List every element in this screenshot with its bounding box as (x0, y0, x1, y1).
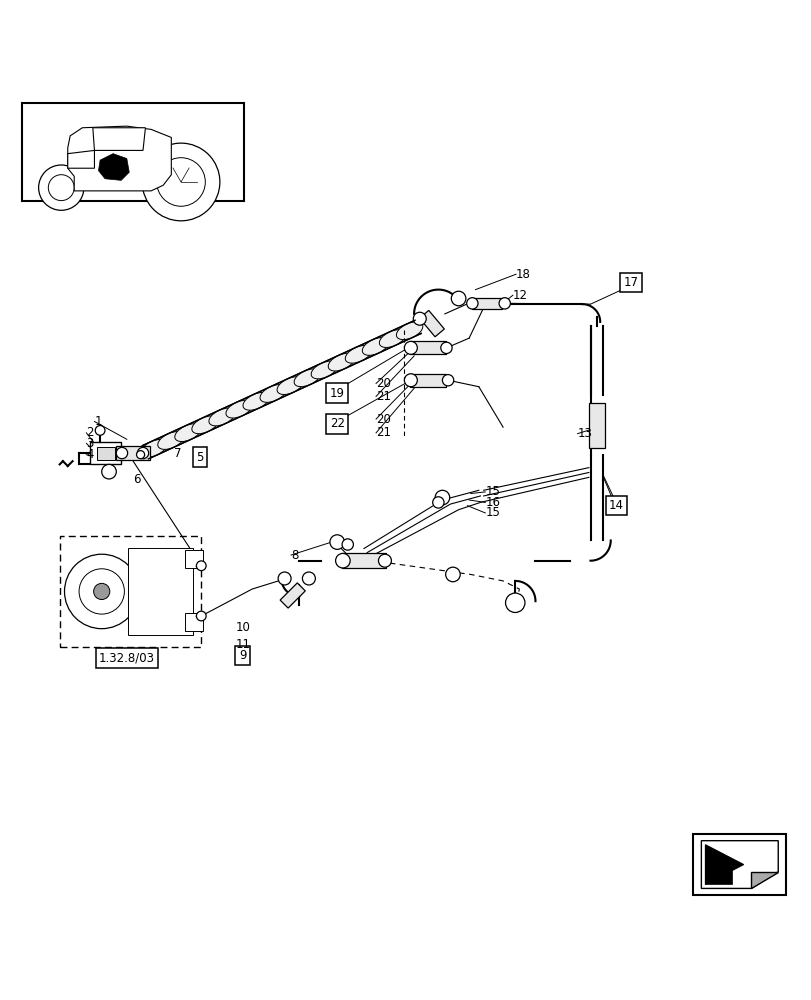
Ellipse shape (242, 392, 269, 410)
Text: 10: 10 (236, 621, 251, 634)
Text: 16: 16 (485, 496, 500, 509)
Ellipse shape (362, 338, 388, 355)
Polygon shape (90, 442, 121, 464)
Ellipse shape (379, 330, 406, 347)
Bar (693, 834, 785, 895)
Bar (22, 103, 244, 201)
Ellipse shape (396, 322, 423, 340)
Bar (185, 550, 203, 568)
Circle shape (136, 451, 144, 459)
Polygon shape (341, 553, 386, 568)
Polygon shape (67, 126, 171, 191)
Circle shape (64, 554, 139, 629)
Circle shape (101, 464, 116, 479)
Circle shape (451, 291, 466, 306)
Text: 20: 20 (375, 377, 390, 390)
Polygon shape (280, 583, 305, 608)
Text: 9: 9 (238, 649, 246, 662)
Text: 12: 12 (513, 289, 527, 302)
Circle shape (39, 165, 84, 210)
Text: 21: 21 (375, 426, 391, 439)
Polygon shape (409, 374, 445, 387)
Ellipse shape (294, 369, 320, 387)
Polygon shape (705, 845, 743, 884)
Bar (97, 447, 114, 460)
Text: 15: 15 (485, 485, 500, 498)
Text: 15: 15 (485, 506, 500, 519)
Text: 1.32.8/03: 1.32.8/03 (99, 651, 155, 664)
Circle shape (404, 374, 417, 387)
Polygon shape (116, 446, 150, 460)
Circle shape (435, 490, 449, 505)
Circle shape (404, 341, 417, 354)
Text: 1: 1 (94, 415, 102, 428)
Circle shape (440, 342, 452, 354)
Text: 2: 2 (86, 426, 94, 439)
Ellipse shape (260, 385, 286, 402)
Circle shape (157, 158, 205, 206)
Circle shape (95, 426, 105, 435)
Circle shape (142, 143, 220, 221)
Bar (59, 536, 201, 647)
Ellipse shape (140, 439, 167, 457)
Polygon shape (419, 310, 444, 337)
Circle shape (196, 611, 206, 621)
Circle shape (79, 569, 124, 614)
Circle shape (442, 375, 453, 386)
Polygon shape (588, 403, 604, 448)
Circle shape (335, 553, 350, 568)
Ellipse shape (311, 361, 337, 379)
Circle shape (137, 447, 148, 459)
Circle shape (329, 535, 344, 549)
Ellipse shape (157, 432, 184, 449)
Ellipse shape (208, 408, 235, 426)
Bar (128, 548, 193, 635)
Text: 17: 17 (623, 276, 637, 289)
Polygon shape (92, 128, 145, 150)
Text: 18: 18 (516, 268, 530, 281)
Circle shape (116, 447, 127, 459)
Text: 20: 20 (375, 413, 390, 426)
Bar (705, 865, 732, 884)
Circle shape (341, 539, 353, 550)
Circle shape (499, 298, 510, 309)
Polygon shape (471, 298, 502, 309)
Polygon shape (98, 154, 129, 180)
Text: 6: 6 (133, 473, 140, 486)
Text: 4: 4 (86, 448, 94, 461)
Polygon shape (701, 841, 777, 888)
Circle shape (196, 561, 206, 571)
Text: 21: 21 (375, 390, 391, 403)
Circle shape (93, 583, 109, 600)
Text: 5: 5 (195, 451, 203, 464)
Text: 13: 13 (577, 427, 592, 440)
Circle shape (378, 554, 391, 567)
Ellipse shape (191, 416, 218, 434)
Ellipse shape (225, 400, 252, 418)
Ellipse shape (174, 424, 201, 442)
Text: 8: 8 (290, 549, 298, 562)
Text: 11: 11 (236, 638, 251, 651)
Text: 19: 19 (329, 387, 345, 400)
Ellipse shape (345, 345, 371, 363)
Circle shape (302, 572, 315, 585)
Ellipse shape (328, 353, 354, 371)
Polygon shape (409, 341, 445, 354)
Text: 14: 14 (608, 499, 623, 512)
Circle shape (445, 567, 460, 582)
Circle shape (413, 312, 426, 325)
Polygon shape (750, 872, 777, 888)
Circle shape (278, 572, 290, 585)
Circle shape (466, 298, 478, 309)
Circle shape (432, 497, 444, 508)
Ellipse shape (277, 377, 303, 394)
Polygon shape (67, 150, 94, 168)
Circle shape (505, 593, 524, 612)
Text: 7: 7 (174, 447, 181, 460)
Text: 22: 22 (329, 417, 345, 430)
Circle shape (49, 175, 74, 201)
Text: 3: 3 (86, 437, 93, 450)
Bar (185, 613, 203, 631)
